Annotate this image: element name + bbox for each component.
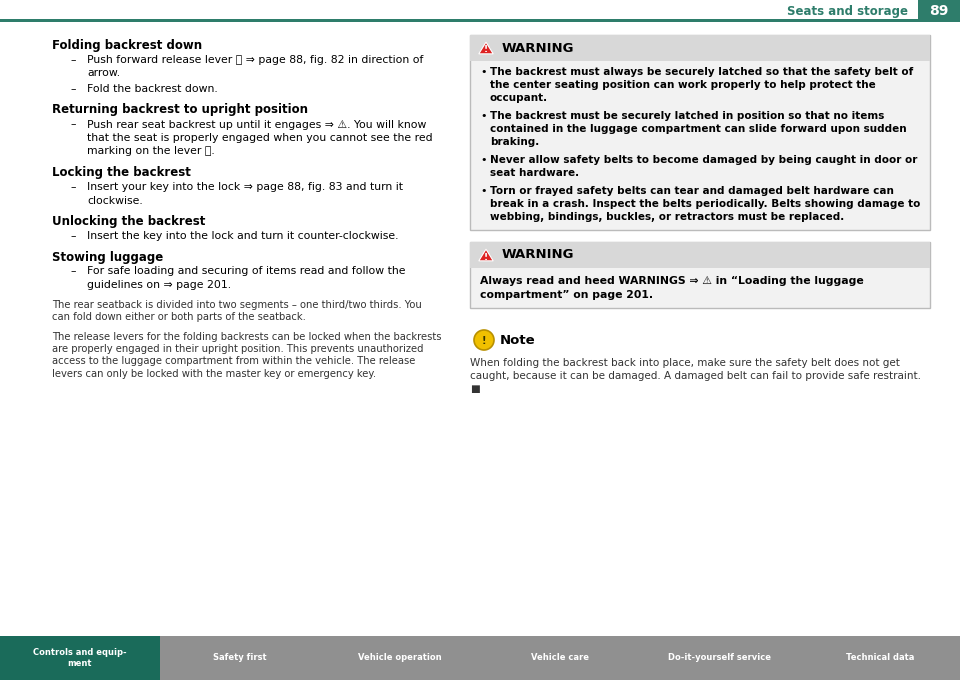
- Text: levers can only be locked with the master key or emergency key.: levers can only be locked with the maste…: [52, 369, 376, 379]
- Text: •: •: [480, 186, 487, 196]
- Bar: [0, 636, 960, 680]
- Text: The backrest must always be securely latched so that the safety belt of: The backrest must always be securely lat…: [490, 67, 913, 77]
- Text: Locking the backrest: Locking the backrest: [52, 166, 191, 179]
- Text: can fold down either or both parts of the seatback.: can fold down either or both parts of th…: [52, 312, 306, 322]
- Bar: [0, 0, 960, 22]
- Text: •: •: [480, 155, 487, 165]
- Text: •: •: [480, 67, 487, 77]
- Text: The backrest must be securely latched in position so that no items: The backrest must be securely latched in…: [490, 111, 884, 121]
- Text: Technical data: Technical data: [846, 653, 914, 662]
- Text: ■: ■: [470, 384, 480, 394]
- Text: Never allow safety belts to become damaged by being caught in door or: Never allow safety belts to become damag…: [490, 155, 918, 165]
- Text: !: !: [484, 46, 488, 54]
- Text: Torn or frayed safety belts can tear and damaged belt hardware can: Torn or frayed safety belts can tear and…: [490, 186, 894, 196]
- Text: Note: Note: [500, 333, 536, 347]
- Bar: [470, 35, 930, 61]
- Text: Controls and equip-
ment: Controls and equip- ment: [34, 648, 127, 668]
- Text: !: !: [482, 336, 487, 346]
- Circle shape: [474, 330, 494, 350]
- Text: Vehicle care: Vehicle care: [531, 653, 589, 662]
- Bar: [470, 242, 930, 268]
- Text: Do-it-yourself service: Do-it-yourself service: [668, 653, 772, 662]
- Text: Push forward release lever Ⓐ ⇒ page 88, fig. 82 in direction of: Push forward release lever Ⓐ ⇒ page 88, …: [87, 55, 423, 65]
- Text: –: –: [70, 55, 76, 65]
- Text: access to the luggage compartment from within the vehicle. The release: access to the luggage compartment from w…: [52, 356, 416, 367]
- Text: Unlocking the backrest: Unlocking the backrest: [52, 215, 205, 228]
- Bar: [918, 0, 960, 22]
- Polygon shape: [479, 42, 493, 54]
- Text: Insert the key into the lock and turn it counter-clockwise.: Insert the key into the lock and turn it…: [87, 231, 398, 241]
- Text: caught, because it can be damaged. A damaged belt can fail to provide safe restr: caught, because it can be damaged. A dam…: [470, 371, 921, 381]
- Text: that the seat is properly engaged when you cannot see the red: that the seat is properly engaged when y…: [87, 133, 433, 143]
- Text: Fold the backrest down.: Fold the backrest down.: [87, 84, 218, 94]
- Text: For safe loading and securing of items read and follow the: For safe loading and securing of items r…: [87, 267, 405, 277]
- Text: guidelines on ⇒ page 201.: guidelines on ⇒ page 201.: [87, 280, 231, 290]
- Text: Stowing luggage: Stowing luggage: [52, 250, 163, 263]
- Text: clockwise.: clockwise.: [87, 196, 143, 205]
- Text: Insert your key into the lock ⇒ page 88, fig. 83 and turn it: Insert your key into the lock ⇒ page 88,…: [87, 182, 403, 192]
- Polygon shape: [479, 249, 493, 261]
- Text: the center seating position can work properly to help protect the: the center seating position can work pro…: [490, 80, 876, 90]
- Bar: [470, 242, 930, 308]
- Text: Returning backrest to upright position: Returning backrest to upright position: [52, 103, 308, 116]
- Text: 89: 89: [929, 4, 948, 18]
- Text: arrow.: arrow.: [87, 69, 120, 78]
- Bar: [470, 35, 930, 230]
- Bar: [0, 19, 960, 22]
- Text: Vehicle operation: Vehicle operation: [358, 653, 442, 662]
- Text: –: –: [70, 120, 76, 129]
- Text: •: •: [480, 111, 487, 121]
- Text: Always read and heed WARNINGS ⇒ ⚠ in “Loading the luggage: Always read and heed WARNINGS ⇒ ⚠ in “Lo…: [480, 276, 864, 286]
- Text: break in a crash. Inspect the belts periodically. Belts showing damage to: break in a crash. Inspect the belts peri…: [490, 199, 921, 209]
- Text: braking.: braking.: [490, 137, 540, 147]
- Text: occupant.: occupant.: [490, 93, 548, 103]
- Text: WARNING: WARNING: [502, 248, 574, 262]
- Bar: [0, 636, 160, 680]
- Text: seat hardware.: seat hardware.: [490, 168, 579, 178]
- Text: compartment” on page 201.: compartment” on page 201.: [480, 290, 653, 300]
- Text: Seats and storage: Seats and storage: [787, 5, 908, 18]
- Text: contained in the luggage compartment can slide forward upon sudden: contained in the luggage compartment can…: [490, 124, 906, 134]
- Text: Folding backrest down: Folding backrest down: [52, 39, 203, 52]
- Text: –: –: [70, 182, 76, 192]
- Text: –: –: [70, 267, 76, 277]
- Text: –: –: [70, 231, 76, 241]
- Text: !: !: [484, 252, 488, 262]
- Text: webbing, bindings, buckles, or retractors must be replaced.: webbing, bindings, buckles, or retractor…: [490, 212, 844, 222]
- Text: The release levers for the folding backrests can be locked when the backrests: The release levers for the folding backr…: [52, 332, 442, 341]
- Text: When folding the backrest back into place, make sure the safety belt does not ge: When folding the backrest back into plac…: [470, 358, 900, 368]
- Text: Push rear seat backrest up until it engages ⇒ ⚠. You will know: Push rear seat backrest up until it enga…: [87, 120, 426, 129]
- Text: Safety first: Safety first: [213, 653, 267, 662]
- Text: marking on the lever Ⓑ.: marking on the lever Ⓑ.: [87, 146, 215, 156]
- Text: The rear seatback is divided into two segments – one third/two thirds. You: The rear seatback is divided into two se…: [52, 299, 421, 309]
- Text: WARNING: WARNING: [502, 41, 574, 54]
- Text: –: –: [70, 84, 76, 94]
- Text: are properly engaged in their upright position. This prevents unauthorized: are properly engaged in their upright po…: [52, 344, 423, 354]
